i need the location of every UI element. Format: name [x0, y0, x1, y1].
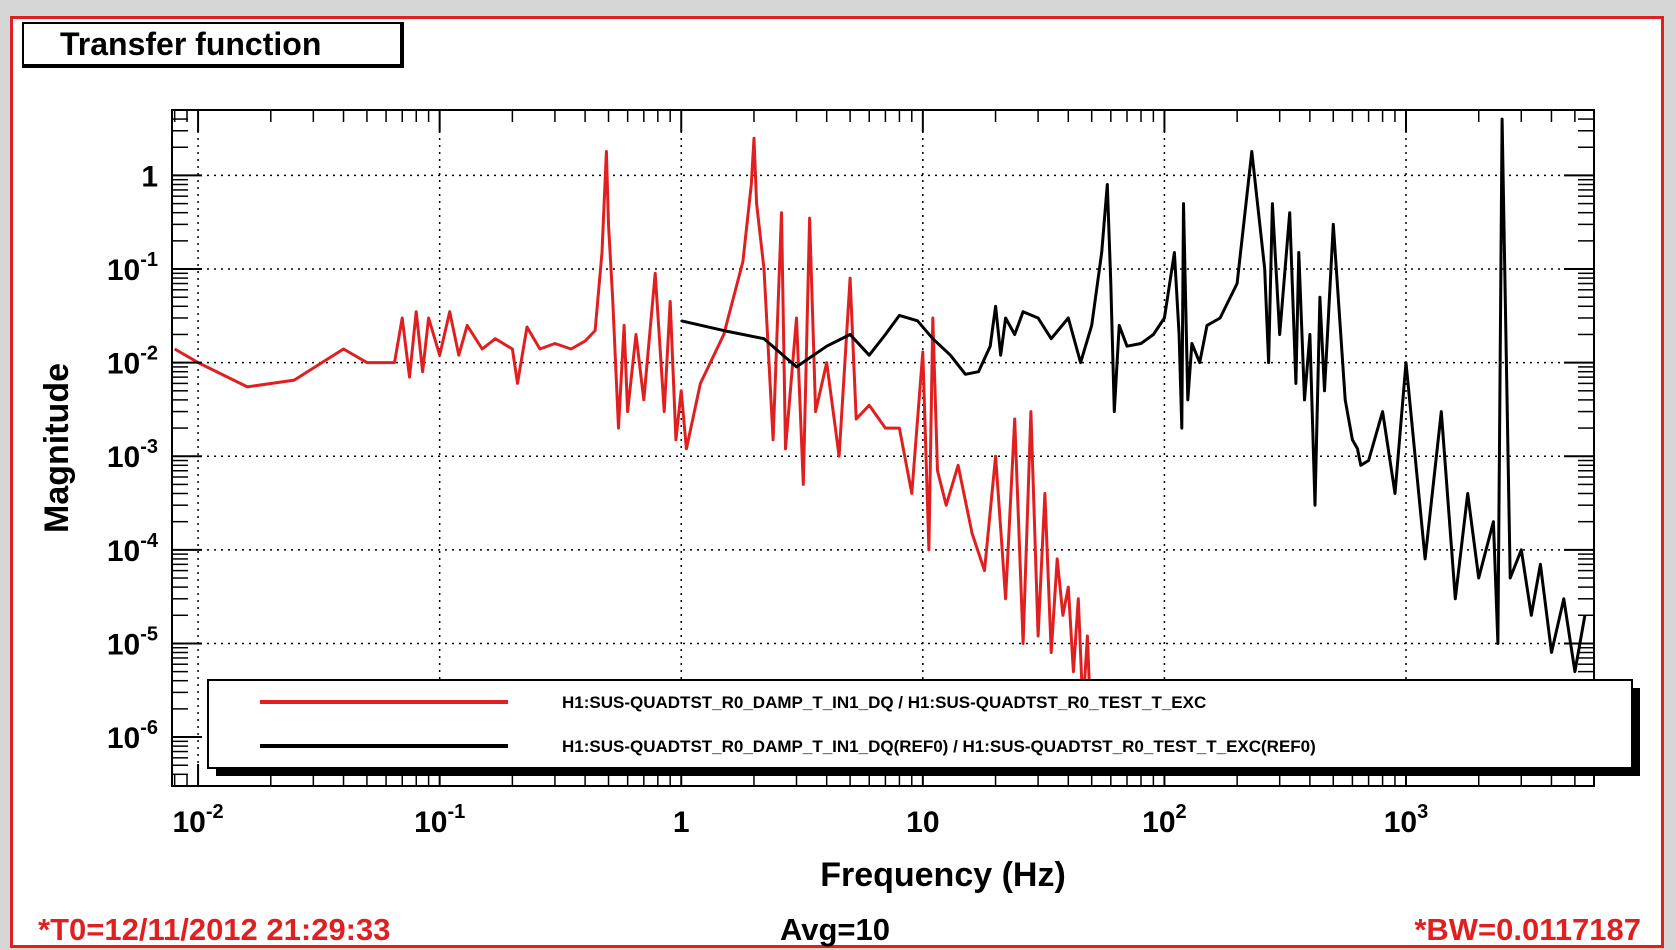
series-line-live	[173, 136, 1098, 766]
y-tick-label: 10-2	[107, 343, 158, 381]
y-tick-label: 10-6	[107, 717, 158, 755]
start-time-label: *T0=12/11/2012 21:29:33	[38, 912, 391, 947]
legend-label-reference: H1:SUS-QUADTST_R0_DAMP_T_IN1_DQ(REF0) / …	[562, 737, 1316, 756]
tick-labels: 10-2 10-1 1 10 102 103 1 10-1 10-2 10-3 10-4 10-5 10…	[107, 160, 1428, 839]
x-tick-label: 10	[906, 806, 939, 839]
y-tick-label: 10-1	[107, 249, 158, 287]
legend-label-live: H1:SUS-QUADTST_R0_DAMP_T_IN1_DQ / H1:SUS…	[562, 693, 1206, 712]
panel-title: Transfer function	[22, 22, 404, 68]
averages-label: Avg=10	[780, 912, 890, 947]
x-tick-label: 1	[673, 806, 690, 839]
x-tick-label: 10-1	[414, 801, 465, 839]
legend-box	[207, 679, 1633, 769]
data-layer	[173, 117, 1587, 766]
y-tick-label: 10-4	[107, 530, 159, 568]
y-axis-title: Magnitude	[38, 363, 76, 533]
x-tick-label: 102	[1142, 801, 1187, 839]
y-tick-label: 10-3	[107, 436, 158, 474]
grid	[172, 110, 1594, 786]
y-tick-label: 10-5	[107, 623, 158, 661]
plot-frame	[171, 109, 1595, 787]
y-tick-label: 1	[141, 160, 158, 193]
x-tick-label: 10-2	[172, 801, 223, 839]
x-axis-title: Frequency (Hz)	[820, 856, 1066, 894]
bandwidth-label: *BW=0.0117187	[1414, 912, 1641, 947]
legend: H1:SUS-QUADTST_R0_DAMP_T_IN1_DQ / H1:SUS…	[207, 679, 1640, 776]
x-tick-label: 103	[1384, 801, 1429, 839]
plot-panel	[10, 16, 1664, 948]
series-line-reference	[680, 117, 1587, 674]
